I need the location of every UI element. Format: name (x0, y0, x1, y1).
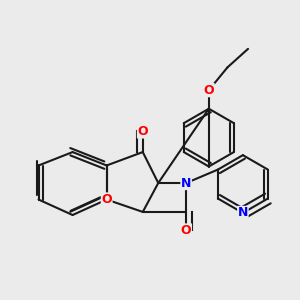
Text: N: N (181, 176, 191, 190)
Text: O: O (137, 125, 148, 138)
Text: O: O (181, 224, 191, 237)
Text: N: N (238, 206, 248, 220)
Text: O: O (203, 84, 214, 97)
Text: O: O (101, 193, 112, 206)
